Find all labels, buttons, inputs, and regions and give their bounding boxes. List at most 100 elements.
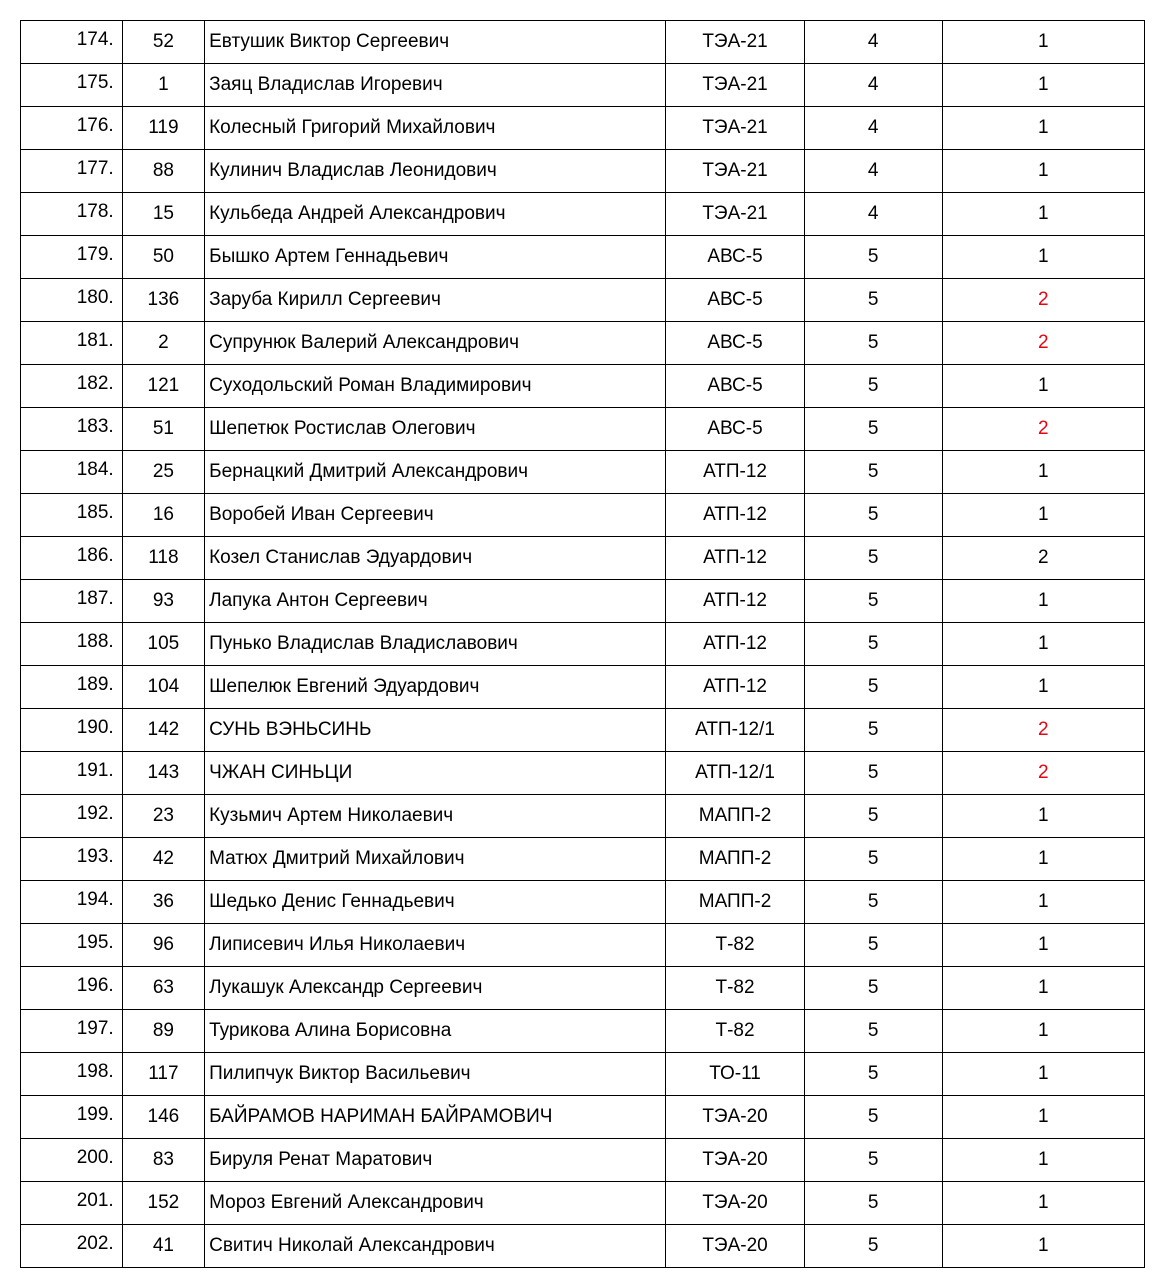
cell-index: 183. [21, 408, 123, 451]
cell-number: 136 [122, 279, 204, 322]
cell-number: 23 [122, 795, 204, 838]
table-body: 174.52Евтушик Виктор СергеевичТЭА-214117… [21, 21, 1145, 1268]
cell-name: СУНЬ ВЭНЬСИНЬ [205, 709, 666, 752]
cell-col5: 5 [804, 1010, 942, 1053]
table-row: 198.117Пилипчук Виктор ВасильевичТО-1151 [21, 1053, 1145, 1096]
cell-group: АТП-12 [666, 580, 804, 623]
cell-name: Воробей Иван Сергеевич [205, 494, 666, 537]
table-row: 190.142СУНЬ ВЭНЬСИНЬАТП-12/152 [21, 709, 1145, 752]
cell-col6: 1 [942, 1182, 1144, 1225]
cell-number: 1 [122, 64, 204, 107]
cell-col6: 1 [942, 967, 1144, 1010]
cell-col5: 5 [804, 494, 942, 537]
cell-col5: 5 [804, 537, 942, 580]
table-row: 192.23Кузьмич Артем НиколаевичМАПП-251 [21, 795, 1145, 838]
cell-index: 174. [21, 21, 123, 64]
table-row: 196.63Лукашук Александр СергеевичТ-8251 [21, 967, 1145, 1010]
cell-col5: 5 [804, 580, 942, 623]
cell-group: ТЭА-21 [666, 150, 804, 193]
cell-col6: 2 [942, 322, 1144, 365]
cell-group: Т-82 [666, 967, 804, 1010]
cell-group: АТП-12/1 [666, 709, 804, 752]
cell-index: 191. [21, 752, 123, 795]
cell-group: АТП-12 [666, 623, 804, 666]
cell-col5: 5 [804, 1053, 942, 1096]
cell-col5: 5 [804, 838, 942, 881]
table-row: 184.25Бернацкий Дмитрий АлександровичАТП… [21, 451, 1145, 494]
cell-group: ТЭА-20 [666, 1225, 804, 1268]
cell-index: 201. [21, 1182, 123, 1225]
cell-col5: 5 [804, 408, 942, 451]
cell-index: 188. [21, 623, 123, 666]
cell-index: 193. [21, 838, 123, 881]
table-row: 193.42Матюх Дмитрий МихайловичМАПП-251 [21, 838, 1145, 881]
cell-number: 41 [122, 1225, 204, 1268]
cell-index: 182. [21, 365, 123, 408]
cell-number: 42 [122, 838, 204, 881]
cell-index: 181. [21, 322, 123, 365]
cell-number: 63 [122, 967, 204, 1010]
cell-name: Матюх Дмитрий Михайлович [205, 838, 666, 881]
table-row: 177.88Кулинич Владислав ЛеонидовичТЭА-21… [21, 150, 1145, 193]
cell-group: ТЭА-21 [666, 64, 804, 107]
cell-col5: 5 [804, 365, 942, 408]
cell-index: 189. [21, 666, 123, 709]
cell-name: Лукашук Александр Сергеевич [205, 967, 666, 1010]
table-row: 188.105Пунько Владислав ВладиславовичАТП… [21, 623, 1145, 666]
cell-col5: 4 [804, 21, 942, 64]
table-row: 174.52Евтушик Виктор СергеевичТЭА-2141 [21, 21, 1145, 64]
cell-col6: 2 [942, 279, 1144, 322]
cell-col6: 2 [942, 537, 1144, 580]
cell-col6: 1 [942, 666, 1144, 709]
cell-number: 93 [122, 580, 204, 623]
cell-name: Мороз Евгений Александрович [205, 1182, 666, 1225]
cell-index: 184. [21, 451, 123, 494]
table-row: 200.83Бируля Ренат МаратовичТЭА-2051 [21, 1139, 1145, 1182]
cell-name: Евтушик Виктор Сергеевич [205, 21, 666, 64]
cell-number: 146 [122, 1096, 204, 1139]
table-row: 182.121Суходольский Роман ВладимировичАВ… [21, 365, 1145, 408]
table-row: 186.118Козел Станислав ЭдуардовичАТП-125… [21, 537, 1145, 580]
cell-group: АТП-12 [666, 537, 804, 580]
cell-number: 96 [122, 924, 204, 967]
cell-index: 192. [21, 795, 123, 838]
cell-col6: 2 [942, 408, 1144, 451]
table-row: 197.89Турикова Алина БорисовнаТ-8251 [21, 1010, 1145, 1053]
cell-col5: 4 [804, 150, 942, 193]
cell-number: 52 [122, 21, 204, 64]
cell-col6: 1 [942, 451, 1144, 494]
cell-group: АВС-5 [666, 365, 804, 408]
cell-group: ТЭА-20 [666, 1139, 804, 1182]
cell-number: 152 [122, 1182, 204, 1225]
table-row: 179.50Бышко Артем ГеннадьевичАВС-551 [21, 236, 1145, 279]
cell-index: 190. [21, 709, 123, 752]
table-row: 183.51Шепетюк Ростислав ОлеговичАВС-552 [21, 408, 1145, 451]
cell-group: АВС-5 [666, 236, 804, 279]
cell-index: 196. [21, 967, 123, 1010]
cell-col5: 5 [804, 752, 942, 795]
cell-index: 187. [21, 580, 123, 623]
cell-group: АТП-12/1 [666, 752, 804, 795]
cell-col6: 1 [942, 150, 1144, 193]
cell-col6: 2 [942, 752, 1144, 795]
cell-col6: 1 [942, 924, 1144, 967]
cell-index: 199. [21, 1096, 123, 1139]
cell-number: 50 [122, 236, 204, 279]
cell-name: Шепетюк Ростислав Олегович [205, 408, 666, 451]
cell-group: ТЭА-21 [666, 193, 804, 236]
cell-col5: 5 [804, 236, 942, 279]
cell-name: Козел Станислав Эдуардович [205, 537, 666, 580]
cell-number: 142 [122, 709, 204, 752]
cell-col5: 5 [804, 924, 942, 967]
cell-col6: 1 [942, 580, 1144, 623]
cell-name: Кузьмич Артем Николаевич [205, 795, 666, 838]
student-table: 174.52Евтушик Виктор СергеевичТЭА-214117… [20, 20, 1145, 1268]
cell-col6: 1 [942, 838, 1144, 881]
cell-group: АВС-5 [666, 279, 804, 322]
cell-col5: 5 [804, 1225, 942, 1268]
cell-col6: 2 [942, 709, 1144, 752]
cell-col5: 5 [804, 881, 942, 924]
cell-index: 180. [21, 279, 123, 322]
table-row: 199.146БАЙРАМОВ НАРИМАН БАЙРАМОВИЧТЭА-20… [21, 1096, 1145, 1139]
cell-group: МАПП-2 [666, 881, 804, 924]
